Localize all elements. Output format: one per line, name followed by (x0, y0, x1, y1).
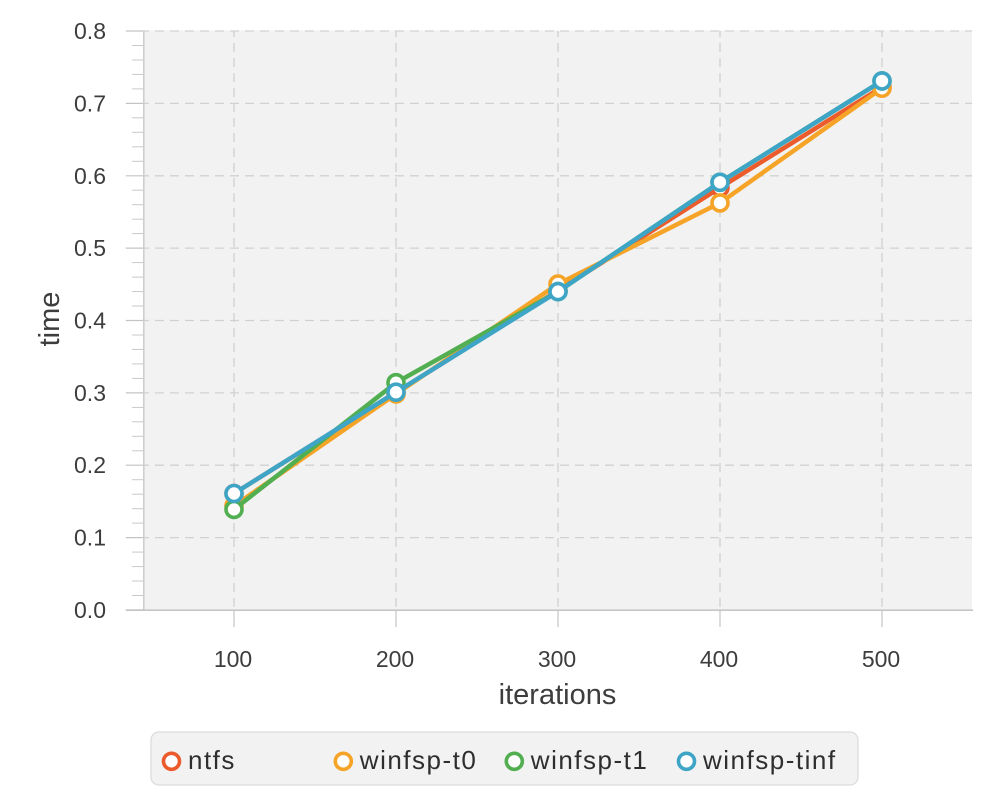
svg-text:winfsp-t1: winfsp-t1 (530, 745, 649, 775)
svg-text:0.2: 0.2 (74, 452, 106, 478)
svg-text:300: 300 (538, 646, 576, 672)
svg-text:iterations: iterations (499, 679, 617, 711)
svg-text:0.1: 0.1 (74, 525, 106, 551)
svg-text:0.6: 0.6 (74, 163, 106, 189)
svg-text:0.7: 0.7 (74, 90, 106, 116)
svg-text:100: 100 (214, 646, 252, 672)
svg-text:0.3: 0.3 (74, 380, 106, 406)
svg-text:winfsp-t0: winfsp-t0 (359, 745, 478, 775)
svg-text:0.4: 0.4 (74, 308, 106, 334)
svg-text:winfsp-tinf: winfsp-tinf (702, 745, 837, 775)
svg-text:0.8: 0.8 (74, 18, 106, 44)
svg-text:400: 400 (700, 646, 738, 672)
svg-text:0.5: 0.5 (74, 235, 106, 261)
svg-text:ntfs: ntfs (188, 745, 236, 775)
svg-text:500: 500 (862, 646, 900, 672)
svg-text:0.0: 0.0 (74, 597, 106, 623)
svg-text:200: 200 (376, 646, 414, 672)
svg-text:time: time (34, 292, 66, 347)
